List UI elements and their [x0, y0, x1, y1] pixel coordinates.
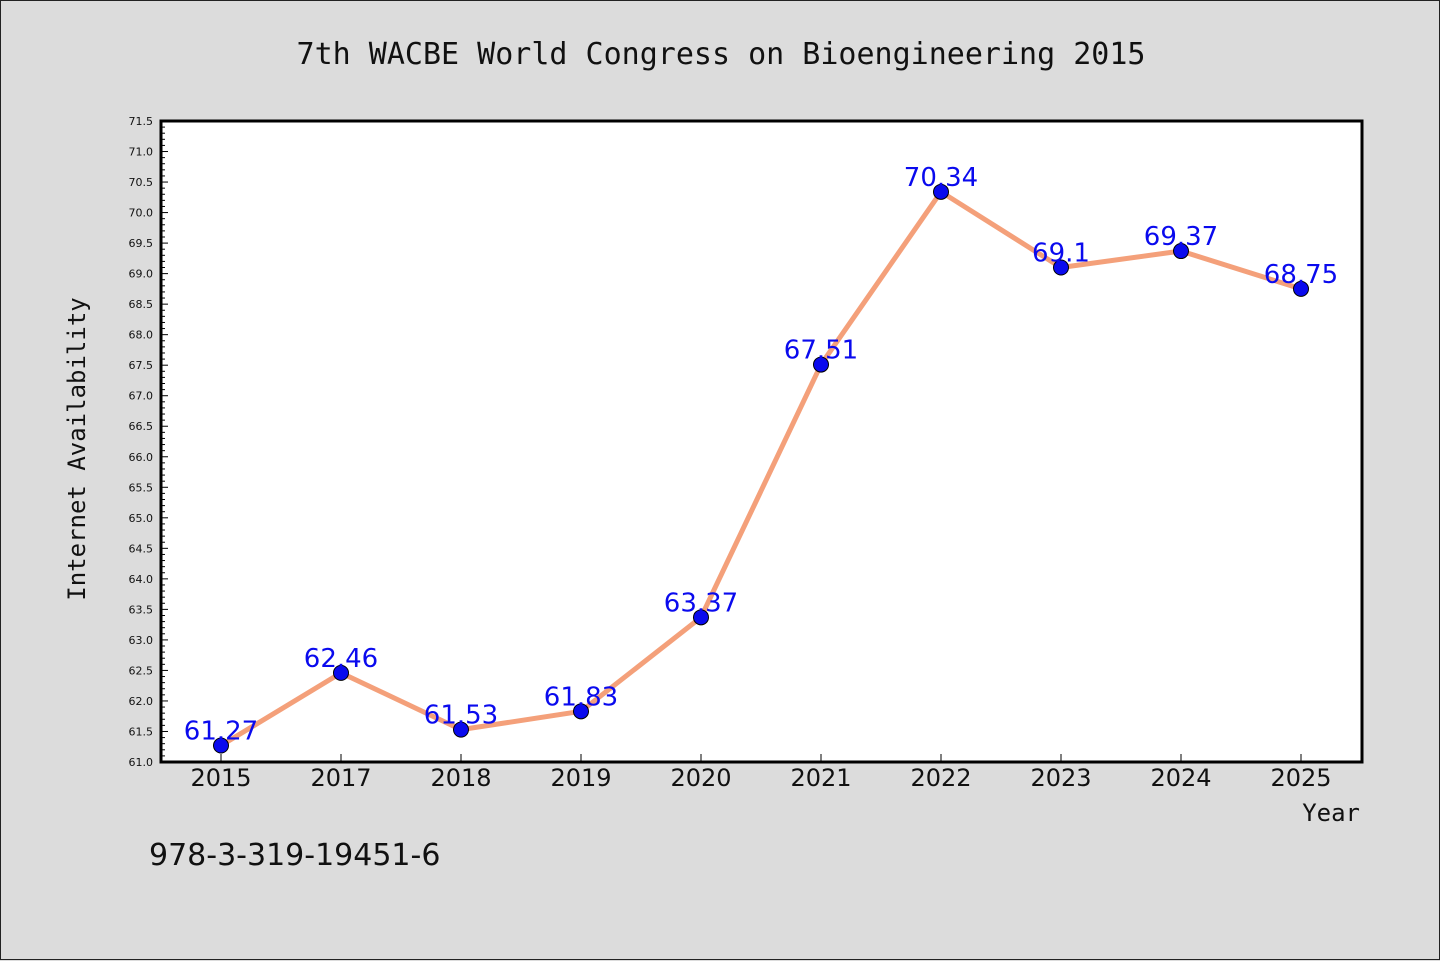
data-label: 67.51: [784, 336, 858, 366]
data-point: [1053, 259, 1069, 276]
x-tick-label: 2019: [550, 764, 611, 792]
chart-title: 7th WACBE World Congress on Bioengineeri…: [297, 37, 1146, 72]
y-tick-label: 65.0: [129, 512, 154, 525]
series-line: [218, 189, 1304, 749]
x-tick-label: 2017: [310, 764, 371, 792]
x-tick-label: 2023: [1030, 764, 1091, 792]
y-tick-label: 64.5: [129, 542, 154, 555]
y-tick-label: 62.5: [129, 664, 154, 677]
data-label: 69.1: [1032, 239, 1090, 269]
y-tick-label: 67.5: [129, 359, 154, 372]
data-point: [213, 737, 229, 754]
y-tick-label: 70.5: [129, 176, 154, 189]
x-tick-label: 2021: [790, 764, 851, 792]
data-label: 70.34: [904, 163, 978, 193]
x-tick-label: 2015: [190, 764, 251, 792]
data-label: 68.75: [1264, 260, 1338, 290]
data-label: 62.46: [304, 644, 378, 674]
y-tick-label: 71.5: [129, 115, 154, 128]
x-axis-label: Year: [1302, 799, 1360, 827]
data-point: [933, 183, 949, 200]
y-tick-label: 68.5: [129, 298, 154, 311]
y-tick-label: 67.0: [129, 390, 154, 403]
data-point: [453, 721, 469, 738]
y-tick-label: 68.0: [129, 329, 154, 342]
series-internet-availability: [213, 183, 1309, 754]
x-tick-label: 2020: [670, 764, 731, 792]
x-tick-label: 2025: [1270, 764, 1331, 792]
data-label: 61.83: [544, 682, 618, 712]
y-tick-label: 63.5: [129, 603, 154, 616]
plot-area: [159, 119, 1364, 764]
y-tick-label: 66.0: [129, 451, 154, 464]
data-point: [333, 664, 349, 681]
y-tick-label: 65.5: [129, 481, 154, 494]
y-tick-label: 71.0: [129, 146, 154, 159]
data-label: 63.37: [664, 588, 738, 618]
data-point: [693, 609, 709, 626]
data-point: [1173, 243, 1189, 260]
y-tick-label: 63.0: [129, 634, 154, 647]
x-tick-label: 2024: [1150, 764, 1211, 792]
y-tick-label: 64.0: [129, 573, 154, 586]
y-tick-label: 61.0: [129, 756, 154, 769]
y-tick-label: 69.0: [129, 268, 154, 281]
data-label: 61.53: [424, 701, 498, 731]
x-tick-label: 2022: [910, 764, 971, 792]
data-point: [1293, 280, 1309, 297]
y-tick-label: 61.5: [129, 725, 154, 738]
data-point: [813, 356, 829, 373]
y-tick-label: 66.5: [129, 420, 154, 433]
y-tick-label: 69.5: [129, 237, 154, 250]
x-axis-ticks: 2015 2017 2018 2019 2020 2021 2022 2023 2024 2025: [190, 754, 1332, 792]
y-axis-ticks: 61.0 61.5 62.0 62.5 63.0 63.5 64.0 64.5 65.0 65.5…: [129, 115, 168, 769]
y-axis-label: Internet Availability: [63, 297, 91, 600]
data-labels: 61.27 62.46 61.53 61.83 63.37 67.51 70.34 69.1 6…: [184, 163, 1338, 747]
y-tick-label: 62.0: [129, 695, 154, 708]
isbn-footer: 978-3-319-19451-6: [149, 838, 440, 873]
data-label: 69.37: [1144, 222, 1218, 252]
data-label: 61.27: [184, 717, 258, 747]
data-point: [573, 703, 589, 720]
x-tick-label: 2018: [430, 764, 491, 792]
y-tick-label: 70.0: [129, 207, 154, 220]
